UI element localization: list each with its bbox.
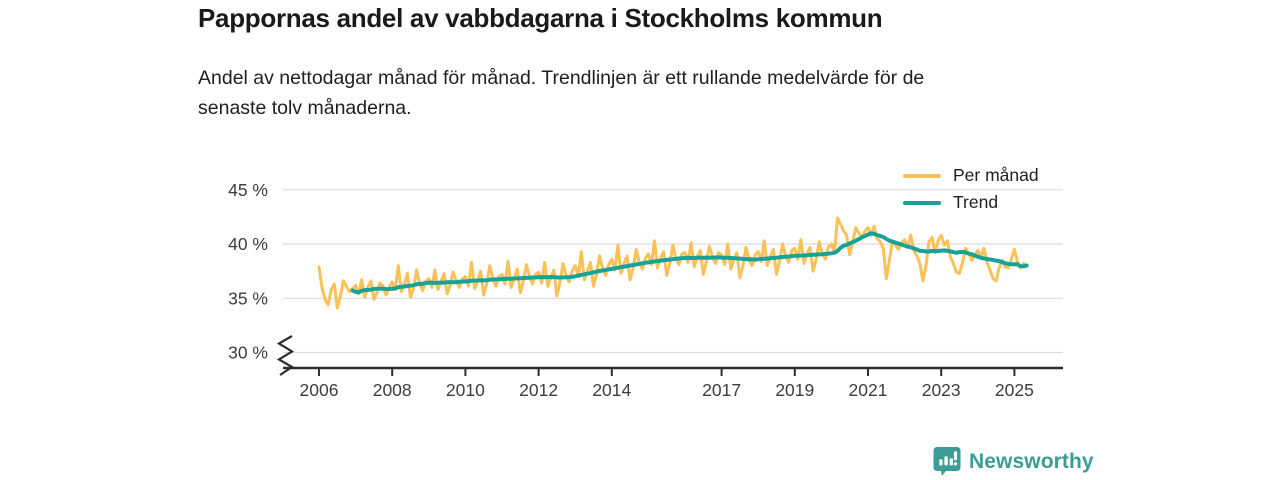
x-axis-label: 2021	[849, 380, 888, 400]
legend-item-trend: Trend	[903, 189, 1039, 216]
trend-line	[350, 231, 1029, 295]
chart-subtitle: Andel av nettodagar månad för månad. Tre…	[198, 63, 924, 123]
x-axis-label: 2019	[775, 380, 814, 400]
y-axis-label: 35 %	[228, 288, 268, 308]
legend-item-per-month: Per månad	[903, 162, 1039, 189]
chart-subtitle-line-1: Andel av nettodagar månad för månad. Tre…	[198, 67, 925, 89]
chart-title: Pappornas andel av vabbdagarna i Stockho…	[198, 3, 883, 33]
chart-legend: Per månad Trend	[903, 162, 1039, 216]
newsworthy-brand-name: Newsworthy	[969, 449, 1094, 473]
trend-line-swatch	[903, 200, 941, 205]
x-axis-label: 2008	[373, 380, 412, 400]
x-axis-label: 2023	[922, 380, 961, 400]
y-axis-label: 45 %	[228, 180, 268, 200]
y-axis-break-icon	[276, 335, 295, 376]
per-month-line-swatch	[903, 173, 941, 178]
newsworthy-speech-bubble-bar-chart-icon	[933, 447, 961, 476]
x-axis-label: 2012	[519, 380, 558, 400]
per-month-line	[317, 216, 1029, 310]
x-axis-label: 2025	[995, 380, 1034, 400]
legend-label-per-month: Per månad	[953, 165, 1039, 185]
x-axis-label: 2014	[592, 380, 631, 400]
newsworthy-brand-link[interactable]: Newsworthy	[933, 446, 1094, 477]
y-axis-label: 30 %	[228, 343, 268, 363]
x-axis-label: 2006	[300, 380, 339, 400]
y-axis-label: 40 %	[228, 234, 268, 254]
x-axis-label: 2010	[446, 380, 485, 400]
chart-subtitle-line-2: senaste tolv månaderna.	[198, 97, 412, 119]
legend-label-trend: Trend	[953, 192, 999, 212]
x-axis-label: 2017	[702, 380, 741, 400]
